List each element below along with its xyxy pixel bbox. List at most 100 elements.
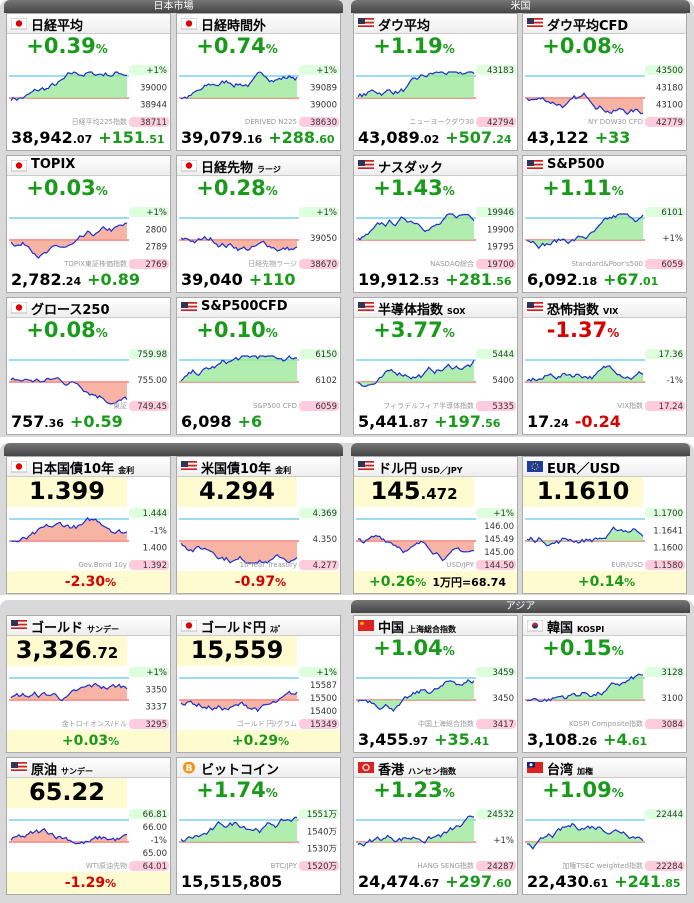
tile-header: EUR／USD: [523, 457, 686, 477]
change-part: +0.15: [542, 636, 612, 660]
label-chip: [476, 117, 516, 127]
flag: B: [183, 762, 195, 774]
bottom-group: +67.01: [603, 270, 658, 289]
tile-bottom: 22,430.61 +241.85: [523, 872, 686, 894]
tile-bottom: 6,092.18 +67.01: [523, 270, 686, 292]
flag-stripe: [358, 163, 374, 166]
axis-label: 2789: [145, 243, 167, 253]
change-part: %: [442, 42, 455, 56]
flag-stripe: [358, 302, 374, 304]
watermark: フィラデルフィア半導体指数: [383, 401, 474, 410]
watermark: WTI原油先物: [86, 861, 127, 870]
watermark: TOPIX東証株価指数: [63, 259, 127, 268]
axis-label: 3459: [492, 668, 514, 678]
axis-label: 1530万: [307, 845, 337, 855]
change-part: %: [95, 42, 108, 56]
flag-sun: [15, 162, 23, 169]
flag-stripe: [358, 462, 374, 465]
bottom-group: +110: [249, 270, 296, 289]
mini-chart: KOSPI Composite指数 3128 3100 3084: [525, 667, 685, 730]
change-part: %: [442, 644, 455, 658]
tile-header: 日経平均: [7, 14, 170, 34]
bottom-group: +0.14%: [578, 571, 635, 590]
tile-bottom: +0.03%: [7, 730, 170, 752]
flag: [181, 620, 197, 632]
tile-top: 3,326.72: [7, 636, 127, 666]
tile-top: 15,559: [177, 636, 297, 666]
bottom-part: .26: [577, 735, 598, 748]
label-chip: [476, 65, 516, 75]
axis-label: -1%: [666, 376, 683, 386]
flag-stripe: [181, 462, 197, 465]
flag: [358, 620, 374, 631]
bottom-part: 15,515,805: [181, 872, 283, 891]
flag-stripe: [527, 161, 543, 164]
flag-stripe: [181, 309, 197, 312]
section-header: [4, 443, 343, 456]
tile: 原油 サンデー 65.22 WTI原油先物 66.81 66.00 -1% 65.00 64.0…: [6, 757, 171, 895]
axis-label: 755.00: [137, 376, 167, 386]
axis-label: 1.1600: [653, 544, 683, 554]
tile-header: 日経先物 ラージ: [177, 156, 340, 176]
tile-header: 半導体指数 SOX: [354, 298, 517, 318]
label-chip: [476, 560, 516, 570]
tile-bottom: 15,515,805: [177, 872, 340, 894]
tile-header: S&P500: [523, 156, 686, 176]
sparkline: [180, 816, 298, 842]
flag-stripe: [358, 307, 374, 310]
bottom-part: %: [108, 735, 120, 748]
flag-canton: [527, 160, 534, 166]
bottom-part: 5,441: [358, 412, 409, 431]
tile: ダウ平均CFD +0.08% NY DOW30 CFD 43500 43180 43100…: [522, 13, 687, 151]
flag: [11, 762, 27, 773]
bottom-part: .51: [145, 133, 165, 146]
tile: 恐怖指数 VIX -1.37% VIX指数 17.36 -1% 17.24 17.24 -0.2…: [522, 297, 687, 435]
change-part: +1.43: [373, 176, 443, 200]
tile: 台湾 加権 +1.09% 加権TSEC weighted指数 22444 22284 22,…: [522, 757, 687, 895]
area: [358, 816, 474, 846]
label-chip: [129, 207, 169, 217]
tile-header: 日本国債10年 金利: [7, 457, 170, 477]
axis-label: +1%: [316, 668, 337, 678]
axis-label: 3337: [145, 703, 167, 713]
bottom-group: 1万円=68.74: [432, 571, 506, 590]
bottom-part: 757: [11, 412, 45, 431]
price-part: 145: [370, 477, 421, 505]
axis-label: 39000: [140, 83, 167, 93]
bottom-group: -0.97%: [235, 571, 286, 590]
change-part: %: [265, 184, 278, 198]
flag-stripe: [527, 167, 543, 170]
price-part: 3,326: [15, 636, 92, 664]
bottom-group: -0.24: [575, 412, 621, 431]
flag: [358, 762, 374, 773]
axis-label: 4.369: [313, 509, 337, 519]
tile-header: 韓国 KOSPI: [523, 616, 686, 636]
tile-bottom: -0.97%: [177, 571, 340, 593]
change-part: +0.08: [542, 34, 612, 58]
bottom-part: +297: [445, 872, 493, 891]
watermark: EUR/USD: [611, 561, 643, 569]
axis-label: +1%: [146, 66, 167, 76]
flag-canton: [181, 461, 188, 467]
watermark: HANG SENG指数: [418, 861, 474, 870]
change-part: +0.10: [196, 318, 266, 342]
area: [181, 691, 297, 712]
flag-stripe: [181, 307, 197, 310]
tile-top: 1.1610: [523, 477, 643, 507]
bottom-part: 1万円=68.74: [432, 576, 506, 589]
axis-label: 42794: [487, 118, 514, 128]
tile-top: +1.74%: [177, 778, 297, 808]
axis-label: 38944: [140, 101, 167, 111]
flag-canton: [527, 302, 534, 308]
bottom-group: 3,108.26: [527, 730, 597, 749]
tile-bottom: 19,912.53 +281.56: [354, 270, 517, 292]
flag-stripe: [11, 769, 27, 772]
axis-label: 24287: [487, 862, 514, 872]
flag-stripe: [358, 468, 374, 471]
bottom-part: +0.59: [69, 412, 123, 431]
tile-name: グロース250: [31, 303, 110, 318]
tile-bottom: -2.30%: [7, 571, 170, 593]
bottom-part: +151: [98, 128, 146, 147]
flag: [358, 160, 374, 171]
bottom-group: 6,092.18: [527, 270, 597, 289]
